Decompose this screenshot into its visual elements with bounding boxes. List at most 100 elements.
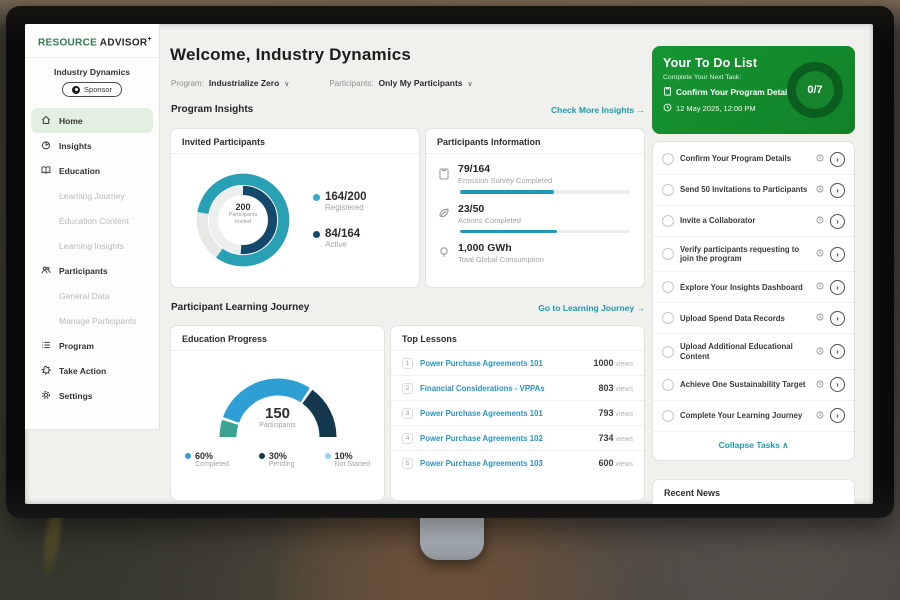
sidebar-item-take-action[interactable]: Take Action xyxy=(25,358,159,383)
org-name: Industry Dynamics xyxy=(53,67,131,78)
logo-text-resource: RESOURCE xyxy=(38,37,98,49)
task-checkbox[interactable] xyxy=(662,378,674,391)
registered-label: Registered xyxy=(325,203,364,212)
sidebar-item-insights[interactable]: Insights xyxy=(25,133,159,158)
participants-count-label: Participants xyxy=(259,422,296,429)
task-label: Achieve One Sustainability Target xyxy=(680,380,806,390)
clock-icon xyxy=(816,313,824,323)
views-suffix: views xyxy=(615,461,633,468)
sidebar-item-program[interactable]: Program xyxy=(25,333,159,358)
sidebar-item-manage-participants[interactable]: Manage Participants xyxy=(25,308,159,333)
check-more-insights-link[interactable]: Check More Insights → xyxy=(551,104,645,115)
sidebar-item-education[interactable]: Education xyxy=(25,158,159,183)
sidebar-item-participants[interactable]: Participants xyxy=(25,258,159,283)
lesson-link[interactable]: Power Purchase Agreements 101 xyxy=(420,358,543,368)
task-checkbox[interactable] xyxy=(662,184,674,196)
task-go-button[interactable]: › xyxy=(830,408,845,424)
views-suffix: views xyxy=(615,436,633,443)
gauge-center: 150 Participants xyxy=(208,405,348,429)
task-label: Verify participants requesting to join t… xyxy=(680,244,800,264)
lesson-link[interactable]: Power Purchase Agreements 101 xyxy=(420,408,543,418)
participants-select[interactable]: Participants: Only My Participants ∨ xyxy=(329,78,472,88)
sidebar-item-general-data[interactable]: General Data xyxy=(25,283,159,308)
task-checkbox[interactable] xyxy=(662,281,674,294)
task-checkbox[interactable] xyxy=(662,153,674,165)
dashboard-screen: RESOURCE ADVISOR+ Industry Dynamics Spon… xyxy=(25,24,873,504)
top-lessons-card: Top Lessons 1 Power Purchase Agreements … xyxy=(390,325,645,501)
todo-datetime: 12 May 2025, 12:00 PM xyxy=(663,103,844,114)
go-to-learning-journey-link[interactable]: Go to Learning Journey → xyxy=(538,302,645,313)
sidebar-item-learning-journey[interactable]: Learning Journey xyxy=(25,183,159,208)
participants-information-card: Participants Information 79/164 Emission… xyxy=(425,128,645,288)
task-checkbox[interactable] xyxy=(662,345,674,358)
clock-icon xyxy=(816,411,824,421)
views-suffix: views xyxy=(615,411,633,418)
sidebar-item-label: Settings xyxy=(59,390,93,401)
completed-label: Completed xyxy=(195,461,229,468)
donut-svg xyxy=(196,173,290,267)
legend-not-started: 10% Not Started xyxy=(324,451,370,468)
task-checkbox[interactable] xyxy=(662,215,674,227)
sidebar-item-learning-insights[interactable]: Learning Insights xyxy=(25,233,159,258)
active-label: Active xyxy=(325,240,347,249)
views-suffix: views xyxy=(615,386,633,393)
invited-count-label: Participants Invited xyxy=(228,212,258,226)
lesson-link[interactable]: Financial Considerations - VPPAs xyxy=(420,383,545,393)
task-checkbox[interactable] xyxy=(662,248,674,261)
org-block: Industry Dynamics Sponsor xyxy=(25,58,159,98)
task-go-button[interactable]: › xyxy=(830,213,845,229)
recent-news-card: Recent News xyxy=(652,479,855,504)
sidebar-item-education-content[interactable]: Education Content xyxy=(25,208,159,233)
collapse-tasks-link[interactable]: Collapse Tasks ∧ xyxy=(718,439,789,450)
task-checkbox[interactable] xyxy=(662,409,674,422)
stat-consumption: 1,000 GWh Total Global Consumption xyxy=(426,233,644,264)
sidebar: RESOURCE ADVISOR+ Industry Dynamics Spon… xyxy=(25,24,160,430)
task-go-button[interactable]: › xyxy=(830,151,845,167)
program-insights-header: Program Insights Check More Insights → xyxy=(171,104,645,115)
not-started-pct: 10% xyxy=(334,451,353,461)
program-select[interactable]: Program: Industrialize Zero ∨ xyxy=(171,78,289,88)
sidebar-item-label: Program xyxy=(59,340,94,351)
lesson-rank: 1 xyxy=(402,357,413,369)
task-go-button[interactable]: › xyxy=(830,279,845,295)
sponsor-badge[interactable]: Sponsor xyxy=(62,82,122,98)
todo-progress-ring: 0/7 xyxy=(787,62,843,118)
legend-dot xyxy=(185,453,191,459)
sidebar-item-label: Manage Participants xyxy=(59,315,137,326)
lesson-link[interactable]: Power Purchase Agreements 103 xyxy=(420,458,543,468)
section-title-program-insights: Program Insights xyxy=(171,104,254,115)
clock-icon xyxy=(663,103,672,114)
section-title-learning-journey: Participant Learning Journey xyxy=(171,302,310,313)
sidebar-item-label: Education xyxy=(59,165,101,176)
legend-completed: 60% Completed xyxy=(185,451,229,468)
task-go-button[interactable]: › xyxy=(830,310,845,326)
task-label: Confirm Your Program Details xyxy=(680,154,792,164)
task-label: Upload Additional Educational Content xyxy=(680,341,793,361)
home-icon xyxy=(41,115,51,127)
task-go-button[interactable]: › xyxy=(830,377,845,393)
pending-label: Pending xyxy=(268,461,295,468)
task-checkbox[interactable] xyxy=(662,312,674,325)
sidebar-item-home[interactable]: Home xyxy=(31,108,153,134)
card-title: Participants Information xyxy=(426,129,644,154)
action-burst-icon xyxy=(41,365,52,377)
task-label: Invite a Collaborator xyxy=(680,216,756,226)
sidebar-item-label: Learning Insights xyxy=(59,240,124,251)
clipboard-icon xyxy=(663,86,672,98)
clock-icon xyxy=(816,249,824,259)
stat-label: Actions Completed xyxy=(458,215,521,225)
sidebar-item-label: Learning Journey xyxy=(59,190,125,201)
task-row: Invite a Collaborator › xyxy=(653,206,854,237)
legend-active: 84/164 Active xyxy=(313,228,367,249)
lesson-link[interactable]: Power Purchase Agreements 102 xyxy=(420,433,543,443)
participants-select-value: Only My Participants xyxy=(378,78,463,88)
lesson-row: 5 Power Purchase Agreements 103 600 views xyxy=(391,451,644,475)
chevron-down-icon: ∨ xyxy=(467,81,473,88)
active-value: 84/164 xyxy=(325,228,361,240)
task-go-button[interactable]: › xyxy=(830,246,845,262)
stat-emission-survey: 79/164 Emission Survey Completed xyxy=(426,154,644,185)
task-go-button[interactable]: › xyxy=(830,344,845,360)
views-suffix: views xyxy=(615,361,633,368)
task-go-button[interactable]: › xyxy=(830,182,845,198)
sidebar-item-settings[interactable]: Settings xyxy=(25,383,159,408)
